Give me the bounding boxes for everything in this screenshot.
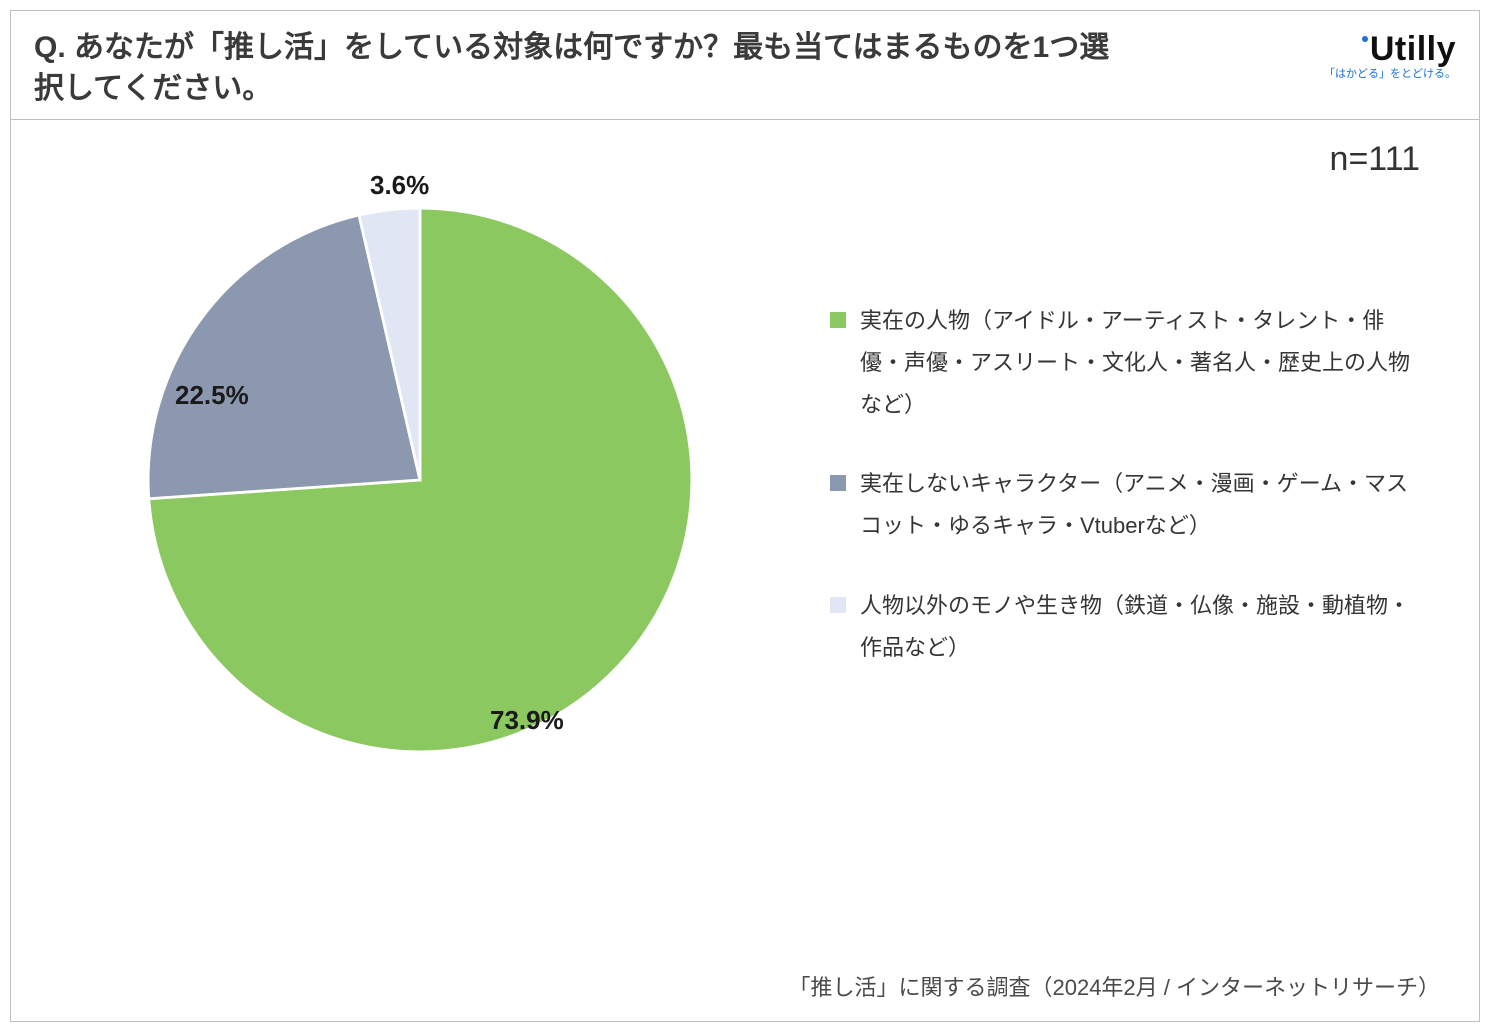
legend-swatch [830,312,846,328]
survey-source-footer: 「推し活」に関する調査（2024年2月 / インターネットリサーチ） [788,970,1440,1002]
pie-svg [120,180,720,780]
legend-label: 人物以外のモノや生き物（鉄道・仏像・施設・動植物・作品など） [860,585,1420,669]
pie-pct-label: 73.9% [490,705,564,736]
survey-question: Q. あなたが「推し活」をしている対象は何ですか？最も当てはまるものを1つ選択し… [34,28,1134,109]
legend-swatch [830,597,846,613]
pie-pct-label: 22.5% [175,380,249,411]
legend: 実在の人物（アイドル・アーティスト・タレント・俳優・声優・アスリート・文化人・著… [830,300,1420,707]
legend-item: 人物以外のモノや生き物（鉄道・仏像・施設・動植物・作品など） [830,585,1420,669]
pie-pct-label: 3.6% [370,170,429,201]
pie-chart: 73.9%22.5%3.6% [120,180,720,780]
legend-label: 実在しないキャラクター（アニメ・漫画・ゲーム・マスコット・ゆるキャラ・Vtube… [860,463,1420,547]
legend-item: 実在しないキャラクター（アニメ・漫画・ゲーム・マスコット・ゆるキャラ・Vtube… [830,463,1420,547]
legend-swatch [830,475,846,491]
legend-label: 実在の人物（アイドル・アーティスト・タレント・俳優・声優・アスリート・文化人・著… [860,300,1420,425]
content-area: n=111 73.9% 22.5% 3.6% 実在の人物（アイドル・アーティスト・タ… [10,120,1480,1022]
logo-tagline: 「はかどる」をとどける。 [1324,65,1456,81]
brand-logo: Utilly 「はかどる」をとどける。 [1324,28,1456,81]
logo-text: Utilly [1324,30,1456,69]
header: Q. あなたが「推し活」をしている対象は何ですか？最も当てはまるものを1つ選択し… [10,10,1480,120]
legend-item: 実在の人物（アイドル・アーティスト・タレント・俳優・声優・アスリート・文化人・著… [830,300,1420,425]
sample-size: n=111 [1330,140,1420,179]
